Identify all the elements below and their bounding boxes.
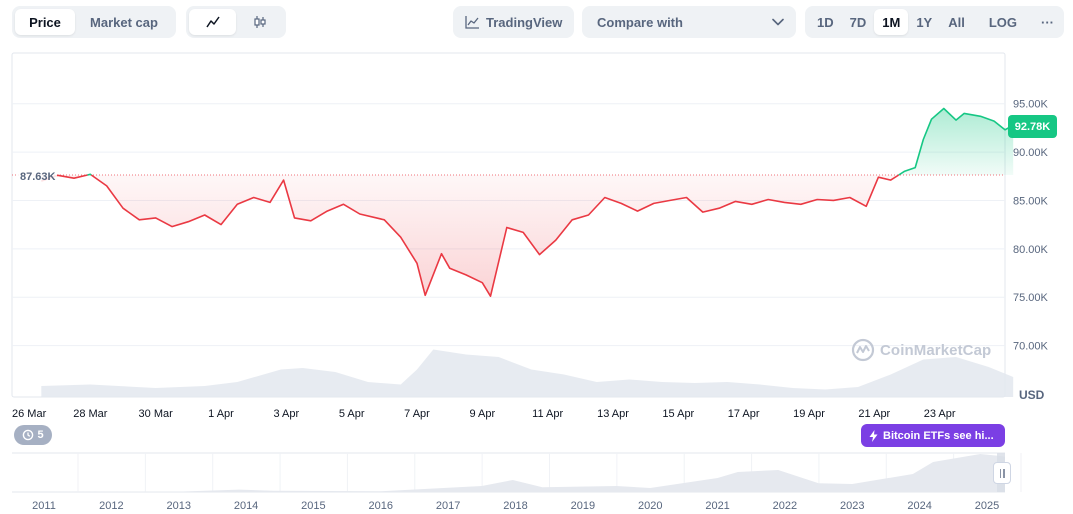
x-tick-label: 3 Apr	[273, 408, 299, 420]
more-options-button[interactable]: ···	[1041, 14, 1055, 30]
price-tab[interactable]: Price	[15, 9, 75, 35]
year-tick-label: 2020	[638, 500, 662, 512]
coinmarketcap-watermark: CoinMarketCap	[851, 338, 991, 362]
price-area-down	[91, 175, 899, 297]
x-tick-label: 7 Apr	[404, 408, 430, 420]
event-label: Bitcoin ETFs see hi...	[883, 429, 994, 442]
range-1y-button[interactable]: 1Y	[916, 14, 933, 30]
x-tick-label: 23 Apr	[924, 408, 956, 420]
navigator-range-handle[interactable]	[993, 462, 1011, 484]
events-counter[interactable]: 5	[14, 425, 52, 445]
volume-area	[41, 349, 1014, 397]
x-tick-label: 5 Apr	[339, 408, 365, 420]
tradingview-label: TradingView	[486, 14, 563, 30]
line-chart-icon	[205, 16, 220, 28]
year-tick-label: 2022	[773, 500, 797, 512]
price-line-up	[87, 173, 92, 176]
chart-style-toggle	[186, 6, 286, 38]
chevron-down-icon	[772, 18, 784, 26]
line-chart-button[interactable]	[189, 9, 236, 35]
y-tick-label: 85.00K	[1013, 195, 1049, 207]
year-tick-label: 2011	[32, 500, 56, 512]
y-tick-label: 90.00K	[1013, 147, 1049, 159]
grip-line	[1003, 468, 1005, 478]
year-tick-label: 2019	[571, 500, 595, 512]
log-scale-button[interactable]: LOG	[988, 14, 1018, 30]
year-tick-label: 2012	[99, 500, 123, 512]
x-tick-label: 1 Apr	[208, 408, 234, 420]
range-1m-button[interactable]: 1M	[874, 9, 909, 35]
grip-line	[999, 468, 1001, 478]
current-price-badge: 92.78K	[1008, 115, 1057, 138]
history-icon	[23, 429, 34, 441]
x-tick-label: 17 Apr	[728, 408, 760, 420]
y-tick-label: 70.00K	[1013, 341, 1049, 353]
event-marker-bitcoin-etfs[interactable]: Bitcoin ETFs see hi...	[861, 424, 1005, 447]
time-range-toggle: 1D 7D 1M 1Y All LOG ···	[805, 6, 1064, 38]
year-tick-label: 2014	[234, 500, 258, 512]
x-tick-label: 11 Apr	[532, 408, 563, 420]
range-7d-button[interactable]: 7D	[849, 14, 867, 30]
x-tick-label: 21 Apr	[858, 408, 890, 420]
x-tick-label: 30 Mar	[139, 408, 174, 420]
candlestick-button[interactable]	[236, 9, 283, 35]
year-tick-label: 2017	[436, 500, 460, 512]
coinmarketcap-logo-icon	[851, 338, 875, 362]
range-1d-button[interactable]: 1D	[817, 14, 834, 30]
compare-with-label: Compare with	[597, 14, 683, 30]
price-chart[interactable]: 70.00K 75.00K 80.00K 85.00K 90.00K 95.00K 26 …	[0, 45, 1073, 514]
x-tick-label: 19 Apr	[793, 408, 825, 420]
open-price-label: 87.63K	[18, 171, 58, 183]
year-tick-label: 2015	[301, 500, 325, 512]
x-tick-label: 15 Apr	[662, 408, 694, 420]
chart-type-toggle: Price Market cap	[12, 6, 176, 38]
price-area-up	[898, 108, 1014, 175]
year-tick-label: 2021	[705, 500, 729, 512]
currency-label: USD	[1019, 388, 1045, 402]
navigator-history-area	[12, 454, 1005, 492]
year-tick-label: 2016	[369, 500, 393, 512]
tradingview-icon	[465, 16, 479, 29]
year-tick-label: 2018	[503, 500, 527, 512]
price-line-up	[898, 107, 1014, 176]
x-tick-label: 13 Apr	[597, 408, 629, 420]
year-tick-label: 2024	[907, 500, 931, 512]
price-line-down	[90, 174, 900, 297]
x-tick-label: 28 Mar	[73, 408, 108, 420]
watermark-text: CoinMarketCap	[880, 341, 992, 359]
y-tick-label: 75.00K	[1013, 292, 1049, 304]
candlestick-icon	[253, 16, 266, 28]
year-tick-label: 2023	[840, 500, 864, 512]
year-tick-label: 2013	[166, 500, 190, 512]
x-tick-label: 26 Mar	[12, 408, 47, 420]
events-count: 5	[37, 429, 44, 441]
year-tick-label: 2025	[975, 500, 999, 512]
x-tick-label: 9 Apr	[469, 408, 495, 420]
compare-with-select[interactable]: Compare with	[582, 6, 796, 38]
tradingview-button[interactable]: TradingView	[453, 6, 574, 38]
range-all-button[interactable]: All	[948, 14, 965, 30]
market-cap-tab[interactable]: Market cap	[90, 14, 158, 30]
y-tick-label: 95.00K	[1013, 99, 1049, 111]
y-tick-label: 80.00K	[1013, 244, 1049, 256]
lightning-icon	[869, 429, 878, 442]
